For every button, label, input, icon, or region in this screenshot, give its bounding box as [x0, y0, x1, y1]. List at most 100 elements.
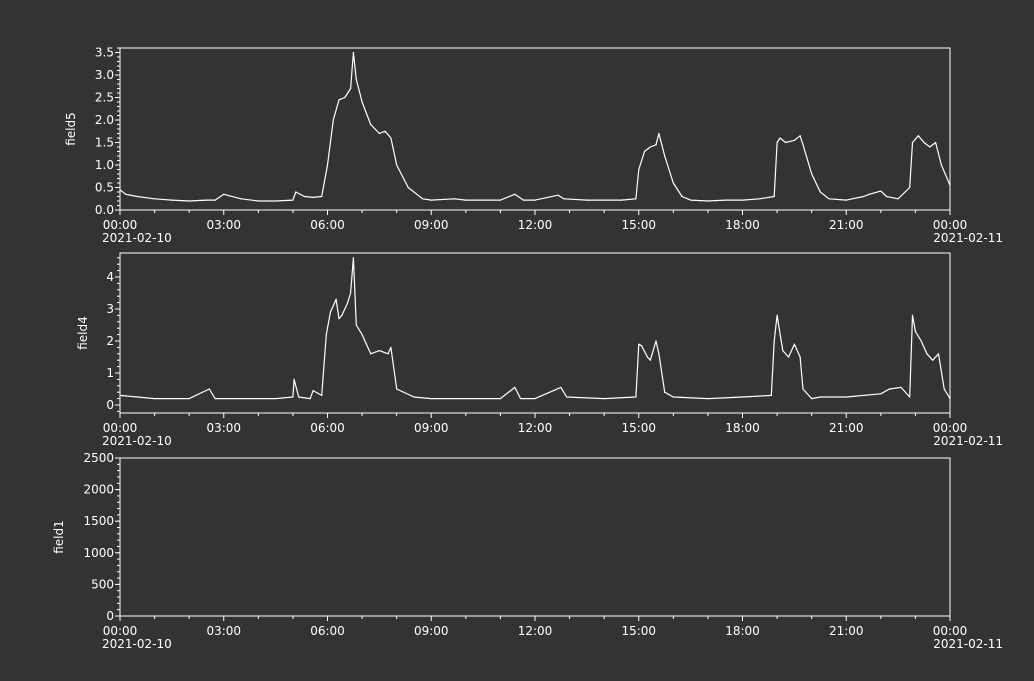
x-tick-label: 12:00 — [518, 218, 553, 232]
data-point — [638, 168, 640, 171]
data-point — [635, 198, 637, 200]
data-point — [646, 356, 648, 358]
data-point — [845, 396, 847, 398]
data-point — [136, 195, 138, 198]
y-tick-label: 500 — [91, 577, 114, 591]
data-point — [862, 195, 865, 198]
x-tick-label: 15:00 — [621, 421, 656, 435]
data-point — [782, 350, 784, 352]
data-point — [312, 196, 314, 198]
x-tick-label: 21:00 — [829, 421, 864, 435]
x-tick-label: 18:00 — [725, 421, 760, 435]
x-tick-label: 00:00 — [103, 421, 138, 435]
data-point — [943, 388, 945, 390]
data-point — [649, 146, 651, 148]
data-point — [920, 340, 922, 342]
data-point — [707, 200, 709, 202]
data-point — [788, 356, 790, 358]
data-point — [329, 311, 331, 313]
data-point — [136, 396, 138, 398]
y-axis-label: field1 — [52, 520, 66, 554]
data-point — [295, 191, 297, 193]
data-point — [741, 396, 744, 398]
x-tick-label: 09:00 — [414, 218, 449, 232]
data-point — [347, 302, 349, 304]
y-tick-label: 0 — [106, 398, 114, 412]
y-tick-label: 2 — [106, 334, 114, 348]
data-point — [909, 186, 911, 189]
y-tick-label: 1000 — [83, 546, 114, 560]
data-point — [770, 394, 772, 396]
data-point — [635, 396, 637, 398]
data-point — [321, 195, 323, 198]
data-point — [519, 398, 522, 400]
x-tick-label: 00:00 — [103, 624, 138, 638]
data-point — [303, 195, 306, 198]
x-tick-label: 06:00 — [310, 218, 345, 232]
data-point — [664, 155, 666, 157]
x-tick-label: 00:00 — [933, 421, 968, 435]
y-axis-label: field5 — [64, 112, 78, 146]
data-point — [188, 200, 190, 202]
data-point — [125, 193, 127, 195]
data-point — [378, 132, 380, 135]
data-point — [917, 135, 919, 137]
data-point — [338, 99, 340, 101]
data-point — [759, 198, 761, 200]
data-point — [214, 398, 216, 400]
data-point — [880, 393, 882, 395]
data-point — [275, 200, 277, 202]
plot-frame — [119, 252, 951, 414]
x-tick-label: 06:00 — [310, 421, 345, 435]
data-point — [390, 346, 392, 348]
data-point — [522, 199, 525, 201]
data-point — [390, 137, 392, 139]
data-point — [885, 195, 888, 198]
data-point — [341, 314, 343, 316]
data-point — [926, 353, 928, 355]
data-point — [384, 130, 386, 132]
data-point — [396, 388, 398, 390]
data-point — [205, 199, 208, 201]
data-point — [785, 141, 787, 144]
x-tick-label: 00:00 — [933, 218, 968, 232]
x-tick-label: 18:00 — [725, 218, 760, 232]
x-date-end: 2021-02-11 — [933, 231, 1003, 245]
data-point — [773, 340, 775, 342]
data-point — [664, 391, 666, 393]
data-point — [499, 398, 502, 400]
data-point — [773, 195, 775, 198]
series-line-field4 — [119, 257, 951, 400]
x-tick-label: 12:00 — [518, 421, 553, 435]
x-tick-label: 15:00 — [621, 218, 656, 232]
data-point — [655, 340, 657, 342]
data-point — [352, 257, 355, 259]
data-point — [620, 199, 623, 201]
data-point — [819, 191, 821, 193]
data-point — [514, 193, 516, 195]
y-tick-label: 4 — [106, 270, 114, 284]
data-point — [119, 189, 121, 191]
y-tick-label: 0.5 — [95, 181, 114, 195]
data-point — [387, 353, 389, 355]
data-point — [465, 199, 467, 201]
data-point — [940, 164, 942, 166]
plot-frame — [119, 457, 951, 617]
y-tick-label: 1.5 — [95, 136, 114, 150]
data-point — [298, 396, 300, 398]
y-tick-label: 1.0 — [95, 158, 114, 172]
data-point — [793, 343, 795, 345]
data-point — [923, 141, 925, 144]
data-point — [776, 314, 778, 316]
data-point — [171, 199, 173, 201]
y-tick-label: 2000 — [83, 483, 114, 497]
data-point — [309, 398, 311, 400]
data-point — [370, 353, 372, 355]
data-point — [514, 386, 516, 388]
y-tick-label: 3.0 — [95, 68, 114, 82]
y-tick-label: 2.0 — [95, 113, 114, 127]
data-point — [802, 388, 804, 390]
data-point — [499, 199, 502, 201]
data-point — [793, 139, 795, 141]
